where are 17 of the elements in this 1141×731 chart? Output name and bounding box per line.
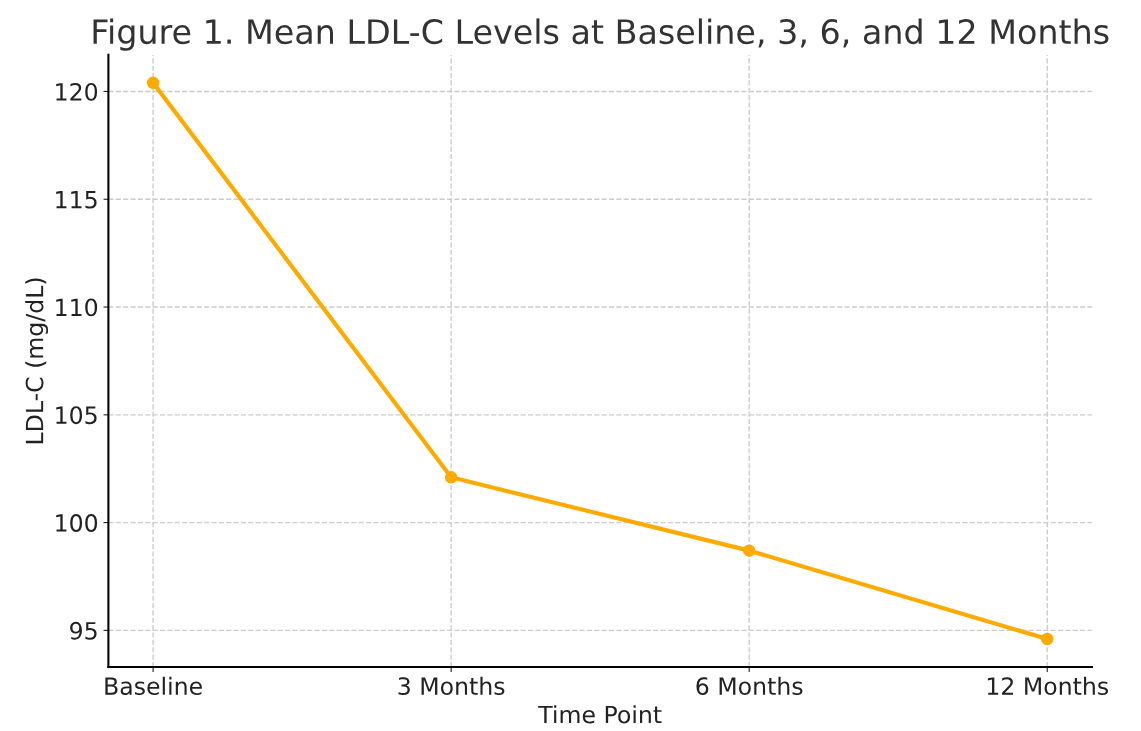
x-tick-label: 12 Months	[987, 676, 1109, 696]
y-tick-label: 120	[56, 82, 98, 101]
point	[742, 544, 756, 557]
x-axis-title: Time Point	[538, 705, 662, 724]
y-axis-title: LDL-C (mg/dL)	[25, 278, 49, 444]
x-tick-label: 3 Months	[398, 676, 505, 696]
y-tick-label: 115	[56, 191, 97, 209]
y-tick-label: 100	[56, 514, 98, 532]
x-tick-label: 6 Months	[696, 676, 803, 696]
y-tick-label: 110	[56, 298, 98, 317]
point	[146, 76, 160, 90]
point	[1040, 632, 1054, 646]
point	[444, 471, 458, 484]
x-tick-label: Baseline	[105, 676, 202, 696]
chart-title: Figure 1. Mean LDL-C Levels at Baseline, 3, 6, and 12 Months	[93, 18, 1109, 51]
y-tick-label: 105	[56, 406, 97, 425]
y-tick-label: 95	[70, 621, 97, 640]
